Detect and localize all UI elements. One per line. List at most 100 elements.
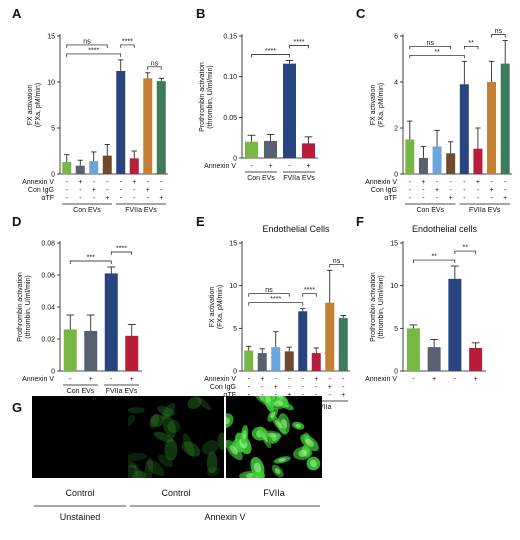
y-tick-label: 4 bbox=[394, 80, 398, 87]
cell-shape bbox=[128, 460, 137, 468]
treatment-row-label: Annexin V bbox=[22, 376, 54, 383]
treatment-symbol: - bbox=[69, 376, 72, 383]
micrograph-cells bbox=[128, 396, 224, 478]
treatment-symbol: - bbox=[120, 195, 123, 202]
treatment-symbol: + bbox=[274, 384, 278, 391]
treatment-symbol: - bbox=[93, 179, 96, 186]
cell-nucleus bbox=[305, 438, 314, 447]
cell-nucleus bbox=[226, 417, 230, 425]
significance-bracket bbox=[248, 293, 290, 297]
treatment-symbol: - bbox=[302, 392, 305, 399]
cell-shape bbox=[197, 397, 212, 411]
cell-nucleus bbox=[253, 462, 262, 473]
y-axis-label-line: (thrombin, U/ml/min) bbox=[207, 65, 214, 128]
treatment-symbol: - bbox=[160, 179, 163, 186]
micrograph-image bbox=[128, 396, 224, 478]
cell-shape bbox=[206, 451, 218, 474]
bar bbox=[264, 140, 277, 158]
bar bbox=[487, 82, 497, 174]
y-tick-label: 0 bbox=[394, 369, 398, 376]
cell-shape bbox=[128, 464, 139, 478]
treatment-symbol: - bbox=[147, 195, 150, 202]
significance-bracket bbox=[120, 44, 135, 48]
panel-label: E bbox=[196, 214, 205, 229]
bar bbox=[84, 331, 98, 371]
y-axis-label-line: (FXa, pM/min) bbox=[217, 285, 224, 329]
cell-nucleus bbox=[275, 420, 283, 429]
micrograph-label: Control bbox=[161, 488, 190, 498]
y-tick-label: 5 bbox=[51, 126, 55, 133]
treatment-symbol: - bbox=[66, 179, 69, 186]
bar bbox=[156, 81, 166, 174]
group-label: FVIIa EVs bbox=[106, 388, 138, 395]
micrograph-panel-G: G Control Control FVIIa Unstained Annexin V bbox=[12, 396, 322, 522]
treatment-symbol: + bbox=[268, 163, 272, 170]
significance-label: **** bbox=[304, 287, 315, 294]
treatment-symbol: - bbox=[315, 384, 318, 391]
significance-bracket bbox=[251, 54, 290, 58]
treatment-row-label: Annexin V bbox=[22, 179, 54, 186]
y-tick-label: 0 bbox=[51, 172, 55, 179]
y-tick-label: 5 bbox=[233, 326, 237, 333]
cell-shape bbox=[128, 407, 146, 414]
treatment-row-label: Con IgG bbox=[28, 187, 54, 194]
micrograph-group-label: Unstained bbox=[60, 512, 101, 522]
y-axis-label-line: Prothrombin activation bbox=[17, 272, 24, 342]
treatment-symbol: + bbox=[159, 195, 163, 202]
bar bbox=[116, 70, 126, 174]
treatment-symbol: - bbox=[79, 195, 82, 202]
cell-shape bbox=[128, 452, 148, 461]
treatment-symbol: + bbox=[146, 187, 150, 194]
cell-shape bbox=[132, 470, 147, 478]
y-tick-label: 2 bbox=[394, 126, 398, 133]
group-label: Con EVs bbox=[67, 388, 95, 395]
treatment-symbol: + bbox=[132, 179, 136, 186]
cell-nucleus bbox=[278, 458, 287, 462]
treatment-symbol: - bbox=[66, 187, 69, 194]
treatment-symbol: - bbox=[250, 163, 253, 170]
treatment-symbol: - bbox=[490, 179, 493, 186]
treatment-row-label: Annexin V bbox=[204, 376, 236, 383]
cell-shape bbox=[153, 431, 174, 443]
significance-label: **** bbox=[116, 246, 127, 253]
treatment-symbol: - bbox=[275, 392, 278, 399]
y-tick-label: 15 bbox=[229, 241, 237, 248]
bar bbox=[245, 141, 258, 158]
cell-shape bbox=[156, 406, 176, 416]
treatment-symbol: - bbox=[422, 195, 425, 202]
cell-shape bbox=[217, 432, 224, 450]
chart-title: Endothelial cells bbox=[412, 224, 478, 234]
bar bbox=[448, 278, 462, 371]
cell-shape bbox=[133, 464, 145, 478]
significance-label: ns bbox=[333, 258, 341, 265]
y-tick-label: 15 bbox=[47, 34, 55, 41]
treatment-symbol: - bbox=[288, 376, 291, 383]
y-axis-label-line: FX activation bbox=[370, 85, 377, 126]
treatment-symbol: - bbox=[110, 376, 113, 383]
y-axis-label-line: (thrombin, U/ml/min) bbox=[378, 275, 385, 338]
bar bbox=[405, 139, 415, 174]
treatment-symbol: + bbox=[287, 392, 291, 399]
cell-shape bbox=[187, 396, 202, 410]
bar bbox=[473, 148, 483, 174]
treatment-symbol: - bbox=[302, 384, 305, 391]
treatment-symbol: - bbox=[409, 187, 412, 194]
bar bbox=[406, 328, 420, 371]
bar bbox=[62, 162, 72, 174]
micrograph-label: FVIIa bbox=[263, 488, 285, 498]
treatment-symbol: + bbox=[92, 187, 96, 194]
cell-shape bbox=[201, 440, 219, 455]
chart-panel-E: E Endothelial Cells 0 5 10 15 FX activation(FX… bbox=[196, 214, 350, 411]
chart-panel-B: B 0 0.05 0.10 0.15 Prothrombin activation(thr… bbox=[196, 6, 318, 182]
bar bbox=[427, 347, 441, 371]
bar bbox=[129, 158, 139, 174]
treatment-symbol: + bbox=[476, 179, 480, 186]
cell-shape bbox=[161, 402, 176, 420]
y-tick-label: 5 bbox=[394, 326, 398, 333]
group-label: FVIIa EVs bbox=[469, 207, 501, 214]
bar bbox=[89, 161, 99, 174]
treatment-symbol: - bbox=[120, 179, 123, 186]
treatment-symbol: - bbox=[412, 376, 415, 383]
group-label: FVIIa EVs bbox=[125, 207, 157, 214]
bar bbox=[302, 143, 315, 158]
